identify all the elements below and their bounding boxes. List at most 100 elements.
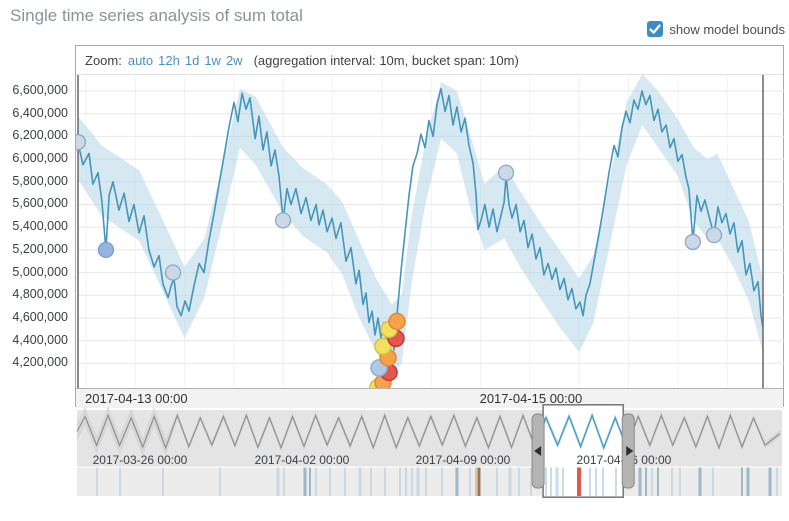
zoom-controls: Zoom: auto 12h 1d 1w 2w (aggregation interval:… [76,46,783,75]
context-swimlane[interactable] [77,467,782,497]
swimlane-cell[interactable] [358,467,362,497]
arrow-left-icon [534,446,542,456]
swimlane-cell[interactable] [638,467,642,497]
swimlane-cell[interactable] [555,467,559,497]
y-axis-tick-label: 5,400,000 [12,219,68,234]
x-axis-label: 2017-04-13 00:00 [85,391,188,406]
brush-selected-series [543,411,624,452]
context-x-axis-label: 2017-03-26 00:00 [93,453,188,467]
model-bounds-area [77,75,763,375]
swimlane-cell[interactable] [329,467,332,497]
focus-x-axis: 2017-04-13 00:00 2017-04-15 00:00 [76,388,783,408]
swimlane-cell[interactable] [477,467,481,497]
swimlane-cell[interactable] [399,467,402,497]
swimlane-cell[interactable] [601,467,604,497]
show-model-bounds-checkbox[interactable] [647,21,664,37]
swimlane-cell[interactable] [517,467,520,497]
y-axis-tick-label: 6,400,000 [12,105,68,120]
swimlane-cell[interactable] [671,467,674,497]
swimlane-cell[interactable] [768,467,772,497]
swimlane-cell[interactable] [740,467,743,497]
page-title: Single time series analysis of sum total [10,6,303,25]
anomaly-marker-warning[interactable] [164,264,182,281]
swimlane-cell[interactable] [475,467,478,497]
swimlane-cell[interactable] [96,467,99,497]
swimlane-cell[interactable] [775,467,778,497]
swimlane-cell[interactable] [588,467,591,497]
focus-chart-panel: Zoom: auto 12h 1d 1w 2w (aggregation interval:… [75,45,785,408]
brush-window[interactable] [542,404,625,498]
swimlane-cell[interactable] [650,467,653,497]
swimlane-cell[interactable] [614,467,617,497]
swimlane-cell[interactable] [544,467,547,497]
swimlane-cell[interactable] [577,467,582,497]
swimlane-cell[interactable] [746,467,750,497]
zoom-link-1w[interactable]: 1w [204,53,221,68]
swimlane-cell[interactable] [468,467,471,497]
zoom-label: Zoom: [85,53,122,68]
anomaly-marker-warning[interactable] [97,241,115,259]
zoom-links: auto 12h 1d 1w 2w [128,53,248,68]
swimlane-cell[interactable] [508,467,512,497]
swimlane-cell[interactable] [283,467,286,497]
anomaly-marker-yellow[interactable] [374,337,392,356]
swimlane-cell[interactable] [678,467,681,497]
swimlane-cell[interactable] [594,467,597,497]
swimlane-cell[interactable] [119,467,122,497]
zoom-link-auto[interactable]: auto [127,53,154,68]
show-model-bounds-label: show model bounds [669,21,785,37]
swimlane-cell[interactable] [416,467,420,497]
swimlane-cell[interactable] [343,467,346,497]
y-axis-tick-label: 6,600,000 [12,83,68,97]
swimlane-cell[interactable] [276,467,280,497]
swimlane-cell[interactable] [712,467,715,497]
swimlane-cell[interactable] [405,467,408,497]
aggregation-note: (aggregation interval: 10m, bucket span:… [253,53,519,68]
swimlane-cell[interactable] [549,467,552,497]
swimlane-cell[interactable] [645,467,648,497]
y-axis-tick-label: 6,000,000 [12,151,68,166]
swimlane-cell[interactable] [410,467,413,497]
swimlane-cell[interactable] [315,467,318,497]
anomaly-marker-warning[interactable] [274,212,292,229]
swimlane-cell[interactable] [455,467,459,497]
anomaly-marker-warning[interactable] [684,233,702,251]
y-axis-tick-label: 4,800,000 [12,287,68,302]
show-model-bounds-toggle[interactable]: show model bounds [647,21,785,37]
anomaly-marker-warning[interactable] [76,133,87,151]
zoom-link-2w[interactable]: 2w [225,53,243,68]
swimlane-cell[interactable] [495,467,498,497]
swimlane-cell[interactable] [698,467,702,497]
swimlane-cell[interactable] [308,467,311,497]
swimlane-cell[interactable] [383,467,386,497]
swimlane-cell[interactable] [161,467,164,497]
x-axis-label: 2017-04-15 00:00 [479,391,583,406]
focus-chart[interactable] [76,75,785,388]
y-axis-tick-label: 5,000,000 [12,264,68,279]
y-axis-tick-label: 5,600,000 [12,196,68,211]
swimlane-cell[interactable] [218,467,221,497]
y-axis-tick-label: 5,200,000 [12,241,68,256]
value-line [77,87,764,351]
zoom-link-12h[interactable]: 12h [158,53,180,68]
context-x-axis-label: 2017-04-02 00:00 [255,453,350,467]
y-axis-tick-label: 4,200,000 [12,355,68,370]
anomaly-marker-warning[interactable] [705,226,723,244]
swimlane-cell[interactable] [425,467,428,497]
swimlane-cell[interactable] [369,467,372,497]
y-axis-tick-label: 5,800,000 [12,173,68,188]
anomaly-marker-warning[interactable] [497,164,515,181]
context-series-line [76,413,781,450]
anomaly-marker-orange[interactable] [388,312,406,331]
swimlane-cell[interactable] [529,467,532,497]
swimlane-cell[interactable] [561,467,564,497]
swimlane-cell[interactable] [440,467,443,497]
context-x-axis-label: 2017-04-09 00:00 [416,453,511,467]
swimlane-cell[interactable] [303,467,307,497]
arrow-right-icon [626,446,634,456]
zoom-link-1d[interactable]: 1d [184,53,200,68]
swimlane-cell[interactable] [656,467,659,497]
context-chart[interactable]: 2017-03-26 00:00 2017-04-02 00:00 2017-04-… [75,404,784,498]
y-axis-tick-label: 4,400,000 [12,332,68,347]
